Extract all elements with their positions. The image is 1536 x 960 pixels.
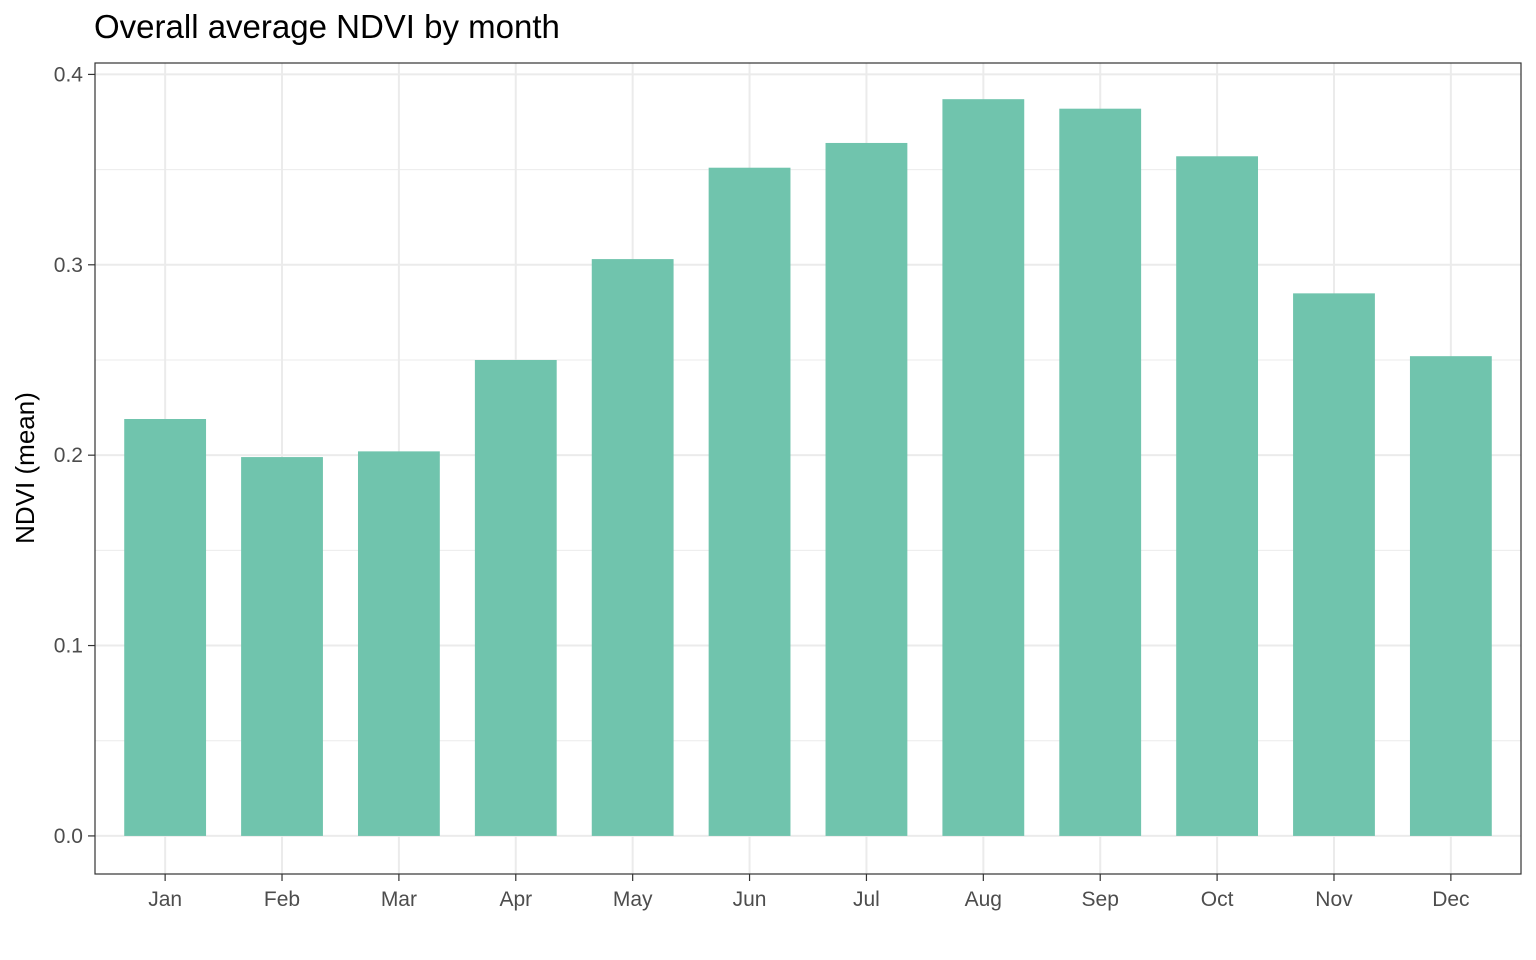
chart-title: Overall average NDVI by month <box>94 8 560 45</box>
bar-nov <box>1293 293 1375 836</box>
y-tick-label: 0.2 <box>54 444 83 467</box>
y-tick-label: 0.3 <box>54 254 83 277</box>
bar-jun <box>708 167 791 836</box>
bar-apr <box>474 359 557 836</box>
x-tick-label: Sep <box>1082 888 1119 911</box>
x-tick-label: Dec <box>1432 888 1469 911</box>
bars <box>124 99 1492 836</box>
y-axis-title: NDVI (mean) <box>10 392 40 544</box>
x-tick-label: Nov <box>1315 888 1353 911</box>
x-tick-label: Jan <box>148 888 182 911</box>
x-tick-label: Mar <box>381 888 417 911</box>
bar-feb <box>241 457 323 836</box>
bar-may <box>591 259 674 836</box>
bar-aug <box>942 99 1025 836</box>
bar-dec <box>1409 356 1492 836</box>
axes: 0.0 0.1 0.2 0.3 0.4 Jan Feb Mar Apr May Jun Jul Aug S… <box>54 63 1470 911</box>
y-tick-label: 0.0 <box>54 825 83 848</box>
bar-jan <box>124 419 207 836</box>
x-tick-label: Oct <box>1201 888 1234 911</box>
x-tick-label: Apr <box>499 888 532 911</box>
bar-sep <box>1059 108 1142 836</box>
x-tick-label: May <box>613 888 653 911</box>
y-tick-label: 0.1 <box>54 635 83 658</box>
x-tick-label: Aug <box>965 888 1002 911</box>
x-tick-label: Jul <box>853 888 880 911</box>
bar-oct <box>1176 156 1259 836</box>
y-tick-label: 0.4 <box>54 63 84 86</box>
x-tick-label: Jun <box>733 888 767 911</box>
bar-jul <box>825 142 908 836</box>
panel-border <box>94 62 1522 875</box>
x-tick-label: Feb <box>264 888 300 911</box>
bar-mar <box>357 451 440 836</box>
